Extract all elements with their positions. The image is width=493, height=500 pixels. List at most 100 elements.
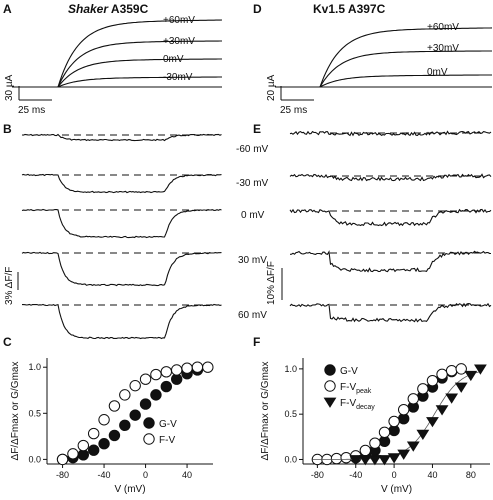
panel-c-point-s1-11 — [160, 380, 173, 393]
panel-d-voltage-3: 0mV — [427, 67, 448, 78]
panel-c-legend-marker-1 — [143, 417, 155, 429]
panel-letter-f: F — [253, 335, 260, 349]
panel-d-voltage-1: +60mV — [427, 22, 459, 33]
panel-c-point-s1-9 — [139, 398, 152, 410]
panel-b-scale-label: 3% ΔF/F — [4, 267, 15, 305]
panel-f-x-tick-label-2: 0 — [392, 470, 397, 480]
panel-f-chart: -80 -40 0 40 80 0.0 0.5 1.0 V (mV) ΔF/ΔFmax or G/… — [260, 358, 490, 495]
panel-d-voltage-2: +30mV — [427, 43, 459, 54]
panel-f-point-s2-11 — [407, 393, 419, 405]
panel-f-y-tick-label-0: 0.0 — [284, 454, 297, 464]
voltage-label-5: 60 mV — [238, 310, 267, 321]
panel-c-point-s2-15 — [202, 361, 214, 373]
panel-c-x-tick-label-0: -80 — [56, 470, 69, 480]
panel-e-trace-5 — [289, 302, 492, 323]
panel-a-voltage-2: +30mV — [163, 36, 195, 47]
panel-f-legend-label-1: G-V — [340, 366, 358, 377]
panel-c-point-s2-5 — [98, 414, 110, 426]
voltage-label-2: -30 mV — [236, 178, 269, 189]
panel-f-point-s3-8 — [416, 429, 430, 440]
panel-b-fluorescence-traces — [21, 133, 222, 340]
panel-c-legend-label-2: F-V — [159, 435, 175, 446]
panel-f-point-s2-3 — [330, 452, 343, 465]
panel-f-point-s3-13 — [464, 370, 478, 382]
panel-f-point-s2-6 — [359, 444, 372, 457]
panel-c-legend-marker-2 — [143, 433, 155, 445]
panel-c-x-label: V (mV) — [114, 484, 145, 495]
panel-f-y-label: ΔF/ΔFmax or G/Gmax — [260, 362, 271, 461]
panel-f-point-s3-10 — [435, 405, 449, 416]
panel-a-trace-2 — [57, 40, 222, 88]
voltage-label-3: 0 mV — [241, 210, 265, 221]
panel-a-trace-1 — [57, 19, 223, 88]
panel-c-point-s2-9 — [139, 373, 152, 385]
panel-e-trace-4 — [289, 250, 492, 273]
panel-f-point-s3-5 — [387, 453, 401, 464]
panel-c-y-tick-label-0: 0.0 — [28, 454, 41, 464]
panel-f-legend-sub-3: decay — [356, 404, 375, 411]
panel-f-point-s3-11 — [445, 393, 459, 404]
panel-c-point-s2-13 — [181, 362, 193, 374]
panel-c-point-s2-3 — [77, 439, 90, 452]
panel-f-fit-curve — [312, 371, 480, 460]
panel-letter-b: B — [3, 122, 12, 136]
panel-c-point-s2-4 — [87, 427, 100, 440]
panel-f-x-tick-label-3: 40 — [427, 470, 437, 480]
panel-f-point-s2-9 — [388, 415, 400, 428]
panel-a-title-italic: Shaker — [68, 2, 109, 16]
panel-f-point-s3-14 — [474, 364, 487, 375]
panel-c-point-s1-6 — [108, 429, 121, 442]
panel-f-point-s3-2 — [358, 455, 372, 466]
panel-a-trace-4 — [57, 76, 222, 88]
panel-c-chart: -80 -40 0 40 0.0 0.5 1.0 V (mV) ΔF/ΔFmax or G/Gm… — [10, 358, 214, 495]
panel-f-x-label: V (mV) — [381, 484, 412, 495]
voltage-label-4: 30 mV — [238, 255, 267, 266]
panel-f-x-tick-label-1: -40 — [349, 470, 362, 480]
panel-c-x-tick-label-2: 0 — [143, 470, 148, 480]
panel-letter-a: A — [3, 2, 12, 16]
panel-c-y-tick-label-1: 0.5 — [28, 408, 41, 418]
panel-b-trace-4 — [21, 251, 222, 287]
panel-f-point-s2-13 — [426, 374, 439, 387]
panel-f-x-tick-label-4: 80 — [466, 470, 476, 480]
panel-f-point-s2-7 — [369, 437, 381, 449]
panel-f-legend-sub-2: peak — [356, 388, 372, 395]
panel-f-y-tick-label-1: 0.5 — [284, 409, 297, 419]
panel-c-point-s2-7 — [119, 389, 131, 401]
panel-f-legend-label-2: F-Vpeak — [340, 382, 372, 395]
panel-f-point-s3-4 — [378, 455, 391, 466]
panel-c-point-s1-5 — [98, 438, 110, 450]
panel-c-y-tick-label-2: 1.0 — [28, 362, 41, 372]
panel-f-point-s2-12 — [417, 383, 429, 395]
voltage-label-1: -60 mV — [236, 144, 269, 155]
panel-f-legend-label-3: F-Vdecay — [340, 398, 375, 411]
panel-a-voltage-1: +60mV — [163, 15, 195, 26]
panel-e-fluorescence-traces — [289, 130, 492, 323]
panel-a-trace-3 — [57, 58, 222, 88]
panel-b-trace-5 — [22, 303, 222, 340]
panel-c-legend-label-1: G-V — [159, 419, 177, 430]
panel-f-legend-marker-2 — [324, 380, 336, 392]
panel-c-point-s2-10 — [150, 368, 162, 381]
panel-e-trace-2 — [289, 173, 492, 182]
panel-f-legend-marker-3 — [323, 397, 337, 408]
panel-a-voltage-4: -30mV — [163, 72, 193, 83]
panel-f-point-s2-15 — [445, 364, 458, 377]
panel-letter-d: D — [253, 2, 262, 16]
panel-c-point-s2-1 — [56, 453, 69, 466]
panel-c-point-s2-12 — [170, 364, 183, 376]
panel-d-trace-1 — [319, 27, 493, 88]
panel-c-point-s1-4 — [87, 444, 100, 456]
panel-c-x-tick-label-1: -40 — [98, 470, 111, 480]
panel-f-y-tick-label-2: 1.0 — [284, 364, 297, 374]
panel-b-trace-2 — [21, 173, 222, 194]
panel-d-current-traces — [275, 27, 493, 88]
panel-f-point-s2-4 — [340, 451, 352, 464]
panel-d-trace-2 — [319, 50, 492, 88]
panel-d-trace-3 — [319, 74, 492, 88]
panel-a-scale-x: 25 ms — [18, 105, 45, 116]
panel-c-point-s2-2 — [67, 448, 79, 460]
panel-d-title: Kv1.5 A397C — [313, 2, 386, 16]
panel-c-point-s1-10 — [150, 389, 162, 401]
